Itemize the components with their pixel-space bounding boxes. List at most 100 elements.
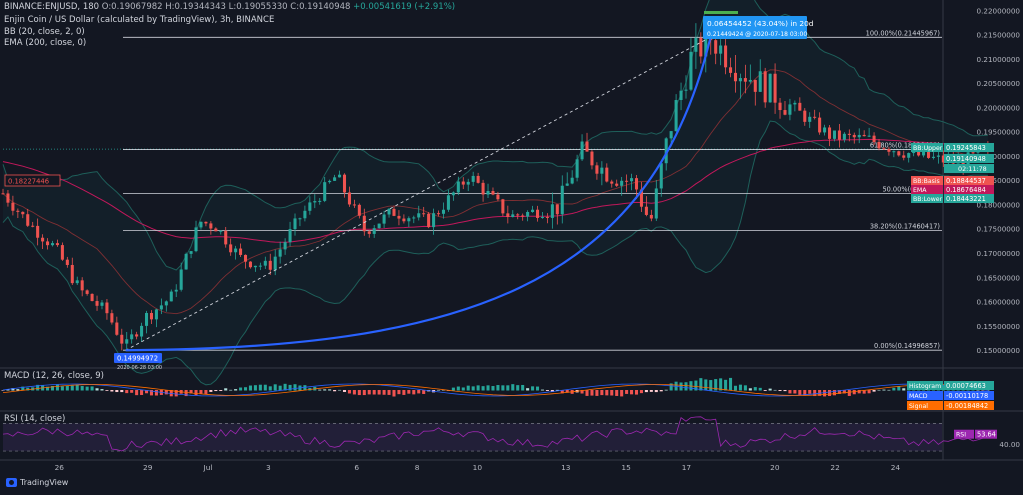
macd-histogram-bar: [823, 390, 827, 397]
candle-body: [827, 127, 832, 139]
candle-body: [313, 201, 317, 203]
candle-body: [135, 334, 139, 337]
macd-histogram-bar: [26, 387, 30, 391]
macd-tag-value: -0.00184842: [946, 402, 988, 410]
macd-tag-name: Histogram: [909, 383, 941, 390]
macd-histogram-bar: [303, 385, 307, 391]
macd-histogram-bar: [887, 389, 891, 391]
fib-level-label: 100.00%(0.21445967): [866, 29, 940, 37]
candle-body: [432, 213, 436, 228]
candle-body: [248, 261, 252, 268]
macd-histogram-bar: [481, 386, 485, 391]
macd-histogram-bar: [11, 388, 15, 391]
candle-body: [407, 218, 411, 222]
macd-histogram-bar: [6, 389, 10, 391]
macd-indicator-label[interactable]: MACD (12, 26, close, 9): [4, 371, 104, 381]
candle-body: [931, 156, 935, 158]
candle-body: [446, 195, 450, 210]
macd-histogram-bar: [526, 388, 530, 391]
candle-body: [877, 141, 881, 149]
bb-indicator-label[interactable]: BB (20, close, 2, 0): [4, 27, 85, 37]
macd-histogram-bar: [263, 384, 267, 391]
candle-body: [753, 79, 757, 92]
candle-body: [545, 216, 549, 218]
symbol-label[interactable]: BINANCE:ENJUSD, 180: [4, 2, 100, 12]
candle-body: [907, 153, 911, 158]
candle-body: [570, 177, 574, 184]
candle-body: [699, 37, 703, 57]
candle-body: [585, 141, 589, 152]
macd-histogram-bar: [580, 390, 584, 394]
macd-histogram-bar: [590, 390, 594, 396]
macd-histogram-bar: [709, 380, 713, 391]
trend-measure-line[interactable]: [125, 36, 711, 351]
candle-body: [832, 130, 836, 139]
candle-body: [140, 325, 144, 337]
measure-curve[interactable]: [125, 36, 712, 352]
candle-body: [130, 334, 134, 340]
candle-body: [427, 213, 431, 228]
candle-body: [194, 227, 198, 252]
candle-body: [847, 133, 851, 135]
candle-body: [971, 152, 975, 154]
ema-indicator-label[interactable]: EMA (200, close, 0): [4, 38, 87, 48]
macd-histogram-bar: [684, 382, 688, 391]
candle-body: [372, 228, 376, 234]
candle-body: [303, 210, 307, 219]
candle-body: [253, 265, 257, 268]
candle-body: [516, 214, 520, 216]
low-price-label: 0.14994972: [117, 355, 158, 363]
candle-body: [293, 218, 297, 230]
macd-histogram-bar: [36, 384, 40, 391]
candle-body: [214, 228, 218, 232]
bb-upper-line: [2, 0, 988, 271]
candle-body: [352, 204, 356, 206]
macd-histogram-bar: [466, 385, 470, 391]
macd-histogram-bar: [694, 380, 698, 391]
macd-tag-value-bg: [944, 391, 994, 400]
candle-body: [75, 280, 79, 284]
rsi-indicator-label[interactable]: RSI (14, close): [4, 414, 66, 424]
candle-body: [689, 51, 693, 90]
macd-histogram-bar: [724, 379, 728, 391]
candle-body: [288, 229, 292, 243]
rsi-line: [2, 416, 989, 452]
macd-histogram-bar: [892, 387, 896, 391]
candle-body: [21, 211, 25, 215]
macd-histogram-bar: [377, 390, 381, 395]
macd-histogram-bar: [258, 384, 262, 391]
macd-histogram-bar: [565, 390, 569, 393]
candle-body: [630, 178, 634, 182]
macd-histogram-bar: [516, 385, 520, 391]
candle-body: [402, 218, 406, 222]
candle-body: [278, 249, 282, 257]
macd-histogram-bar: [75, 384, 79, 391]
macd-histogram-bar: [95, 388, 99, 391]
macd-histogram-bar: [748, 388, 752, 391]
candle-body: [506, 213, 510, 218]
macd-histogram-bar: [669, 383, 673, 391]
candle-body: [664, 138, 668, 164]
candle-body: [724, 45, 728, 68]
candle-body: [842, 133, 846, 140]
macd-histogram-bar: [372, 390, 376, 395]
macd-histogram-bar: [634, 390, 639, 395]
candle-body: [872, 135, 876, 142]
candle-body: [625, 180, 629, 182]
candle-body: [338, 174, 342, 178]
candle-body: [852, 134, 856, 138]
macd-histogram-bar: [149, 390, 154, 396]
macd-histogram-bar: [808, 390, 812, 394]
candle-body: [417, 213, 421, 218]
indicator-tag-value-bg: [944, 143, 994, 152]
time-axis-tick: 24: [891, 463, 901, 472]
rsi-tag-name-bg: [954, 429, 974, 439]
macd-histogram-bar: [70, 385, 74, 391]
price-axis-tick: 0.17000000: [977, 249, 1021, 258]
indicator-tag-value-bg: [944, 154, 994, 163]
tradingview-icon: [6, 478, 17, 487]
tradingview-logo[interactable]: TradingView: [6, 478, 68, 487]
price-axis-tick: 0.17500000: [977, 225, 1021, 234]
countdown-bg: [944, 164, 994, 173]
